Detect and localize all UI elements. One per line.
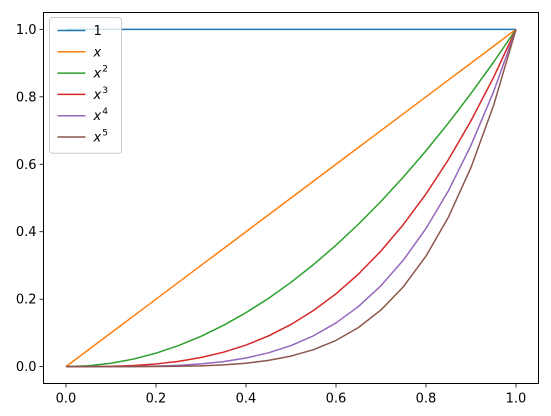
plot-area-frame (43, 12, 539, 384)
series-layer (65, 28, 517, 368)
legend-label-1: 1 (94, 24, 102, 39)
y-tick-label: 0.6 (16, 158, 37, 173)
legend-box (49, 17, 122, 154)
series-line-x (65, 28, 517, 368)
y-axis: 0.0 0.2 0.4 0.6 0.8 1.0 (16, 23, 44, 375)
x-tick-label: 0.8 (416, 392, 437, 407)
x-tick-label: 0.2 (146, 392, 167, 407)
x-tick-label: 0.6 (326, 392, 347, 407)
legend: 1 x x2 x3 x4 x5 (49, 17, 122, 154)
legend-label-x5: x5 (93, 129, 108, 146)
x-axis: 0.0 0.2 0.4 0.6 0.8 1.0 (56, 383, 527, 407)
x-tick-label: 0.0 (56, 392, 77, 407)
y-tick-label: 0.4 (16, 225, 37, 240)
series-line-x3 (65, 29, 517, 368)
y-tick-label: 0.2 (16, 293, 37, 308)
legend-label-x4: x4 (93, 107, 109, 124)
series-line-x2 (65, 28, 517, 368)
legend-label-x2: x2 (93, 65, 108, 82)
x-tick-label: 0.4 (236, 392, 257, 407)
legend-label-x3: x3 (93, 86, 108, 103)
y-tick-label: 0.8 (16, 90, 37, 105)
x-tick-label: 1.0 (506, 392, 527, 407)
y-tick-label: 1.0 (16, 23, 37, 38)
series-line-x5 (66, 29, 517, 368)
legend-label-x: x (93, 45, 102, 60)
y-tick-label: 0.0 (16, 360, 37, 375)
